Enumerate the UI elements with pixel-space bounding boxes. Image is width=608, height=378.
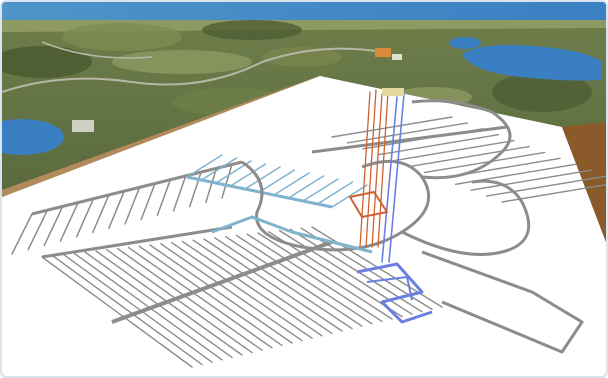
- deposition-tunnel: [43, 205, 64, 247]
- deposition-tunnel-cyan: [331, 184, 368, 208]
- access-ramp: [241, 159, 431, 252]
- deposition-tunnel-lower: [127, 246, 273, 349]
- main-tunnel-lower-2: [41, 225, 233, 259]
- deposition-tunnel: [140, 182, 156, 221]
- distant-sea: [2, 2, 606, 20]
- blue-central-area-2: [366, 276, 413, 301]
- deposition-tunnel-lower: [41, 256, 193, 368]
- deposition-tunnel: [205, 167, 218, 204]
- deposition-tunnel-lower: [106, 249, 253, 354]
- blue-central-area: [356, 262, 433, 324]
- deposition-tunnel-lower: [235, 234, 373, 325]
- ventilation-shaft: [377, 91, 389, 248]
- deposition-tunnel-right: [485, 175, 606, 197]
- terrain-patch: [492, 72, 592, 112]
- deposition-tunnel-lower: [52, 255, 203, 366]
- lake-left: [2, 119, 64, 155]
- deposition-tunnel-lower: [257, 232, 393, 320]
- deposition-tunnel-right: [393, 139, 515, 162]
- deposition-tunnel-lower: [84, 251, 233, 359]
- deposition-tunnel-lower: [170, 241, 313, 339]
- terrain-patch: [2, 46, 92, 78]
- surface-building-white: [392, 54, 402, 60]
- deposition-tunnel-right: [362, 128, 484, 150]
- shafts: [349, 88, 433, 324]
- deposition-tunnel: [92, 194, 110, 234]
- deposition-tunnel-lower: [138, 245, 283, 347]
- terrain-patch: [262, 47, 342, 67]
- deposition-tunnel-right: [470, 169, 592, 191]
- terrain-patch: [202, 20, 302, 40]
- ground-cut-edge: [562, 122, 606, 242]
- deposition-tunnel-lower: [149, 244, 293, 344]
- deposition-tunnel-lower: [224, 235, 363, 327]
- deposition-tunnel: [27, 209, 49, 251]
- main-tunnel-right: [311, 125, 508, 154]
- deposition-tunnel-cyan: [258, 169, 296, 193]
- deposition-tunnel-lower: [73, 252, 223, 361]
- deposition-tunnel-lower: [116, 247, 263, 351]
- deposition-tunnel-cyan: [302, 178, 339, 202]
- surface-road: [2, 47, 383, 93]
- deposition-tunnel: [124, 186, 141, 225]
- deposition-tunnel-cyan: [244, 166, 281, 190]
- ground-cut-edge-top: [2, 74, 324, 197]
- ventilation-shaft: [359, 91, 371, 248]
- deposition-tunnel: [156, 178, 172, 216]
- deposition-tunnel-right: [408, 145, 530, 168]
- main-tunnel-left: [31, 160, 243, 216]
- deposition-tunnel: [188, 170, 202, 208]
- deposition-tunnel-right: [424, 151, 546, 174]
- deposition-tunnel-lower: [181, 240, 323, 337]
- surface-building-left: [72, 120, 94, 132]
- deposition-tunnel-lower: [160, 243, 303, 342]
- deposition-tunnel-cyan: [229, 163, 267, 187]
- deposition-tunnel-lower: [192, 239, 333, 335]
- deposition-tunnel-lower: [214, 237, 353, 330]
- surface-road-2: [41, 41, 153, 59]
- transport-tunnel-cyan: [211, 215, 373, 254]
- deposition-tunnel: [108, 190, 126, 229]
- deposition-tunnel: [221, 163, 233, 199]
- deposition-tunnel-lower: [203, 238, 343, 332]
- terrain-patch: [62, 23, 182, 51]
- deposition-tunnel-lower: [246, 233, 383, 323]
- deposition-tunnel: [75, 197, 95, 238]
- deposition-tunnel-lower: [95, 250, 243, 356]
- deposition-tunnel-lower: [62, 253, 213, 363]
- deposition-tunnel-right: [501, 183, 606, 203]
- deposition-tunnel-right: [331, 116, 453, 138]
- deposition-tunnel-cyan: [200, 157, 238, 181]
- deposition-tunnel: [11, 213, 33, 255]
- lake-right: [462, 45, 602, 81]
- deposition-tunnel: [172, 174, 187, 212]
- deposition-tunnel-cyan: [273, 172, 310, 196]
- elevator-shaft: [381, 96, 398, 263]
- orange-central-area: [349, 191, 388, 218]
- deposition-tunnel: [59, 201, 79, 242]
- elevator-shaft: [388, 93, 405, 263]
- deposition-tunnel-cyan: [186, 154, 223, 178]
- access-ramp-2: [411, 99, 512, 180]
- repository-tunnels: [11, 99, 606, 368]
- headframe-building: [382, 88, 404, 96]
- ventilation-shaft: [371, 93, 383, 248]
- ventilation-shaft: [365, 89, 377, 248]
- deposition-tunnel-cyan: [287, 175, 325, 199]
- deposition-tunnel-cyan: [316, 181, 354, 205]
- access-ramp-4: [421, 250, 584, 354]
- main-tunnel-lower: [111, 240, 333, 324]
- pond: [449, 37, 481, 49]
- terrain-patch: [112, 50, 252, 74]
- surface-building-orange: [375, 48, 391, 57]
- access-ramp-3: [401, 179, 531, 256]
